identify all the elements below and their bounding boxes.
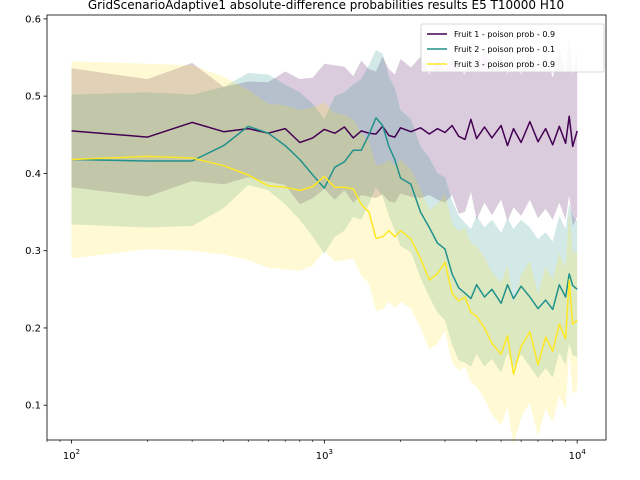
legend-label-2: Fruit 2 - poison prob - 0.1	[454, 45, 555, 54]
chart-title: GridScenarioAdaptive1 absolute-differenc…	[88, 0, 564, 12]
series-line-2	[71, 117, 578, 311]
y-tick-label: 0.1	[25, 401, 41, 412]
confidence-band-series-1	[71, 38, 578, 227]
plot-frame	[46, 14, 607, 441]
legend-box	[420, 23, 605, 73]
y-tick-label: 0.3	[25, 246, 41, 257]
series-line-1	[71, 115, 578, 148]
legend: Fruit 1 - poison prob - 0.9 Fruit 2 - poi…	[420, 23, 605, 73]
x-tick-label: 103	[316, 448, 333, 462]
y-tick-label: 0.4	[25, 169, 41, 180]
series-line-3	[71, 155, 578, 376]
x-tick-label: 102	[63, 448, 80, 462]
legend-label-1: Fruit 1 - poison prob - 0.9	[454, 30, 555, 39]
y-tick-label: 0.6	[25, 14, 41, 25]
x-tick-label: 104	[569, 448, 587, 462]
y-tick-label: 0.5	[25, 92, 41, 103]
confidence-band-series-2	[71, 49, 578, 379]
y-tick-label: 0.2	[25, 323, 41, 334]
series-lines	[71, 115, 578, 376]
legend-label-3: Fruit 3 - poison prob - 0.9	[454, 60, 555, 69]
axes: 102 103 104 0.1 0.2 0.3 0.4 0.5 0.6	[25, 14, 607, 462]
